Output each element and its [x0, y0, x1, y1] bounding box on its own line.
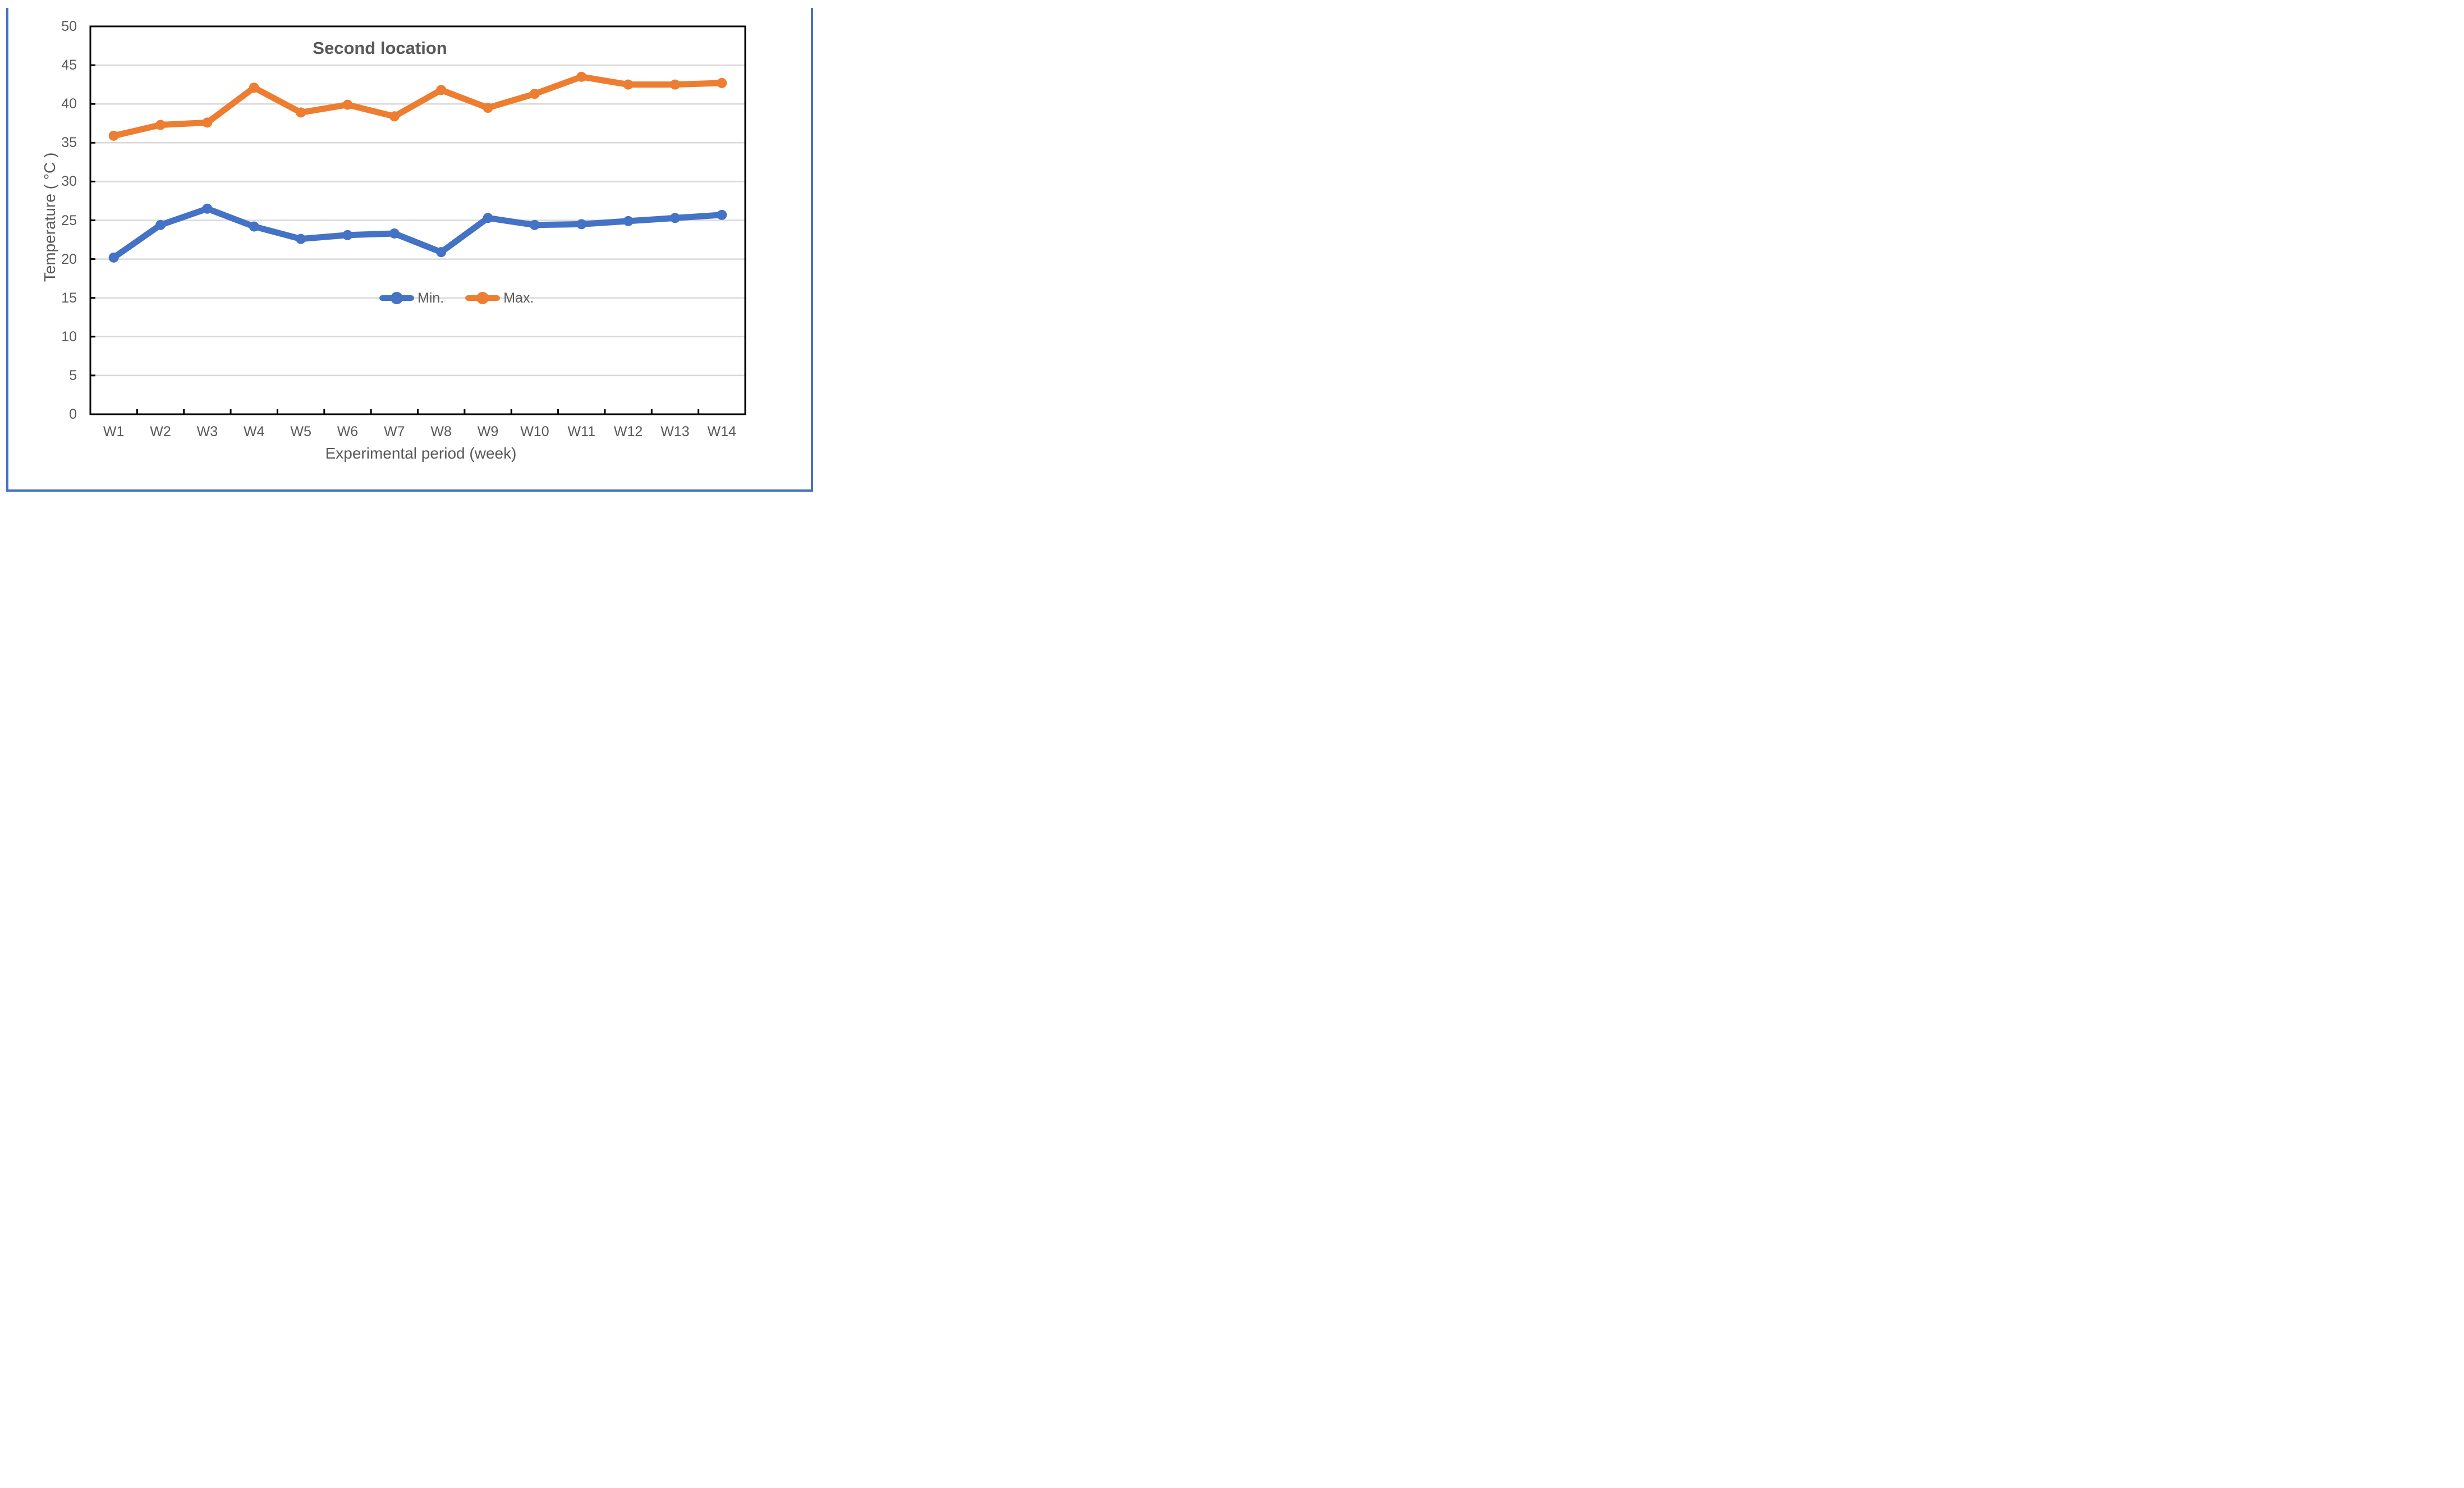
y-tick-label: 5 — [69, 367, 77, 383]
chart-title: Second location — [313, 38, 447, 58]
data-point-min-w5 — [296, 233, 306, 244]
data-point-max-w13 — [669, 79, 680, 90]
data-point-max-w9 — [483, 103, 493, 113]
data-point-max-w5 — [296, 107, 306, 118]
y-tick-label: 20 — [61, 251, 77, 267]
y-tick-label: 50 — [61, 19, 77, 34]
y-tick-label: 0 — [69, 406, 77, 422]
x-tick-label: W6 — [337, 424, 359, 439]
x-tick-label: W14 — [707, 424, 737, 439]
x-tick-label: W4 — [244, 424, 265, 439]
legend: Min. Max. — [379, 289, 534, 308]
legend-marker-icon — [391, 292, 403, 304]
data-point-max-w10 — [529, 89, 540, 99]
legend-item-min: Min. — [379, 290, 444, 306]
data-point-max-w2 — [155, 120, 166, 130]
y-tick-label: 25 — [61, 212, 77, 228]
x-tick-label: W5 — [290, 424, 311, 439]
x-tick-label: W2 — [150, 424, 171, 439]
x-tick-label: W10 — [520, 424, 549, 439]
y-tick-label: 35 — [61, 135, 77, 151]
chart-svg — [89, 25, 746, 415]
y-tick-label: 10 — [61, 328, 77, 345]
data-point-min-w12 — [623, 216, 634, 226]
x-tick-label: W8 — [430, 424, 452, 439]
legend-line-swatch — [465, 292, 501, 304]
y-tick-label: 15 — [61, 290, 77, 306]
x-tick-label: W12 — [613, 424, 643, 439]
data-point-min-w4 — [249, 221, 259, 232]
data-point-min-w10 — [529, 219, 540, 230]
data-point-max-w1 — [108, 130, 119, 141]
data-point-min-w6 — [342, 230, 353, 240]
x-tick-label: W3 — [196, 424, 218, 439]
legend-label-min: Min. — [417, 290, 444, 306]
data-point-min-w2 — [155, 219, 166, 230]
legend-line-swatch — [379, 292, 414, 304]
x-tick-label: W9 — [477, 424, 499, 439]
data-point-min-w8 — [436, 247, 447, 258]
y-tick-label: 45 — [61, 57, 77, 74]
y-tick-label: 30 — [61, 173, 77, 190]
data-point-max-w8 — [436, 85, 447, 95]
x-tick-label: W7 — [384, 424, 405, 439]
data-point-max-w12 — [623, 79, 634, 90]
legend-label-max: Max. — [503, 290, 534, 306]
data-point-min-w13 — [669, 213, 680, 223]
data-point-min-w14 — [717, 209, 727, 220]
legend-item-max: Max. — [465, 290, 534, 306]
chart-page: Second location Temperature ( °C ) Exper… — [0, 0, 822, 496]
data-point-max-w6 — [342, 99, 353, 110]
data-point-min-w7 — [389, 228, 400, 239]
series-max-line — [111, 74, 725, 139]
data-point-max-w4 — [249, 83, 259, 93]
data-point-max-w7 — [389, 111, 400, 122]
x-tick-label: W11 — [567, 424, 596, 439]
data-point-max-w11 — [576, 71, 587, 82]
x-axis-title: Experimental period (week) — [325, 445, 517, 462]
x-tick-label: W1 — [103, 424, 125, 439]
data-point-min-w11 — [576, 219, 587, 230]
data-point-max-w3 — [202, 117, 213, 128]
data-point-min-w3 — [202, 203, 213, 214]
legend-marker-icon — [476, 292, 489, 304]
data-point-min-w1 — [108, 252, 119, 263]
y-tick-label: 40 — [61, 96, 77, 112]
data-point-max-w14 — [717, 77, 727, 88]
x-tick-label: W13 — [660, 424, 690, 439]
series-min-line — [111, 205, 725, 261]
data-point-min-w9 — [483, 213, 493, 223]
